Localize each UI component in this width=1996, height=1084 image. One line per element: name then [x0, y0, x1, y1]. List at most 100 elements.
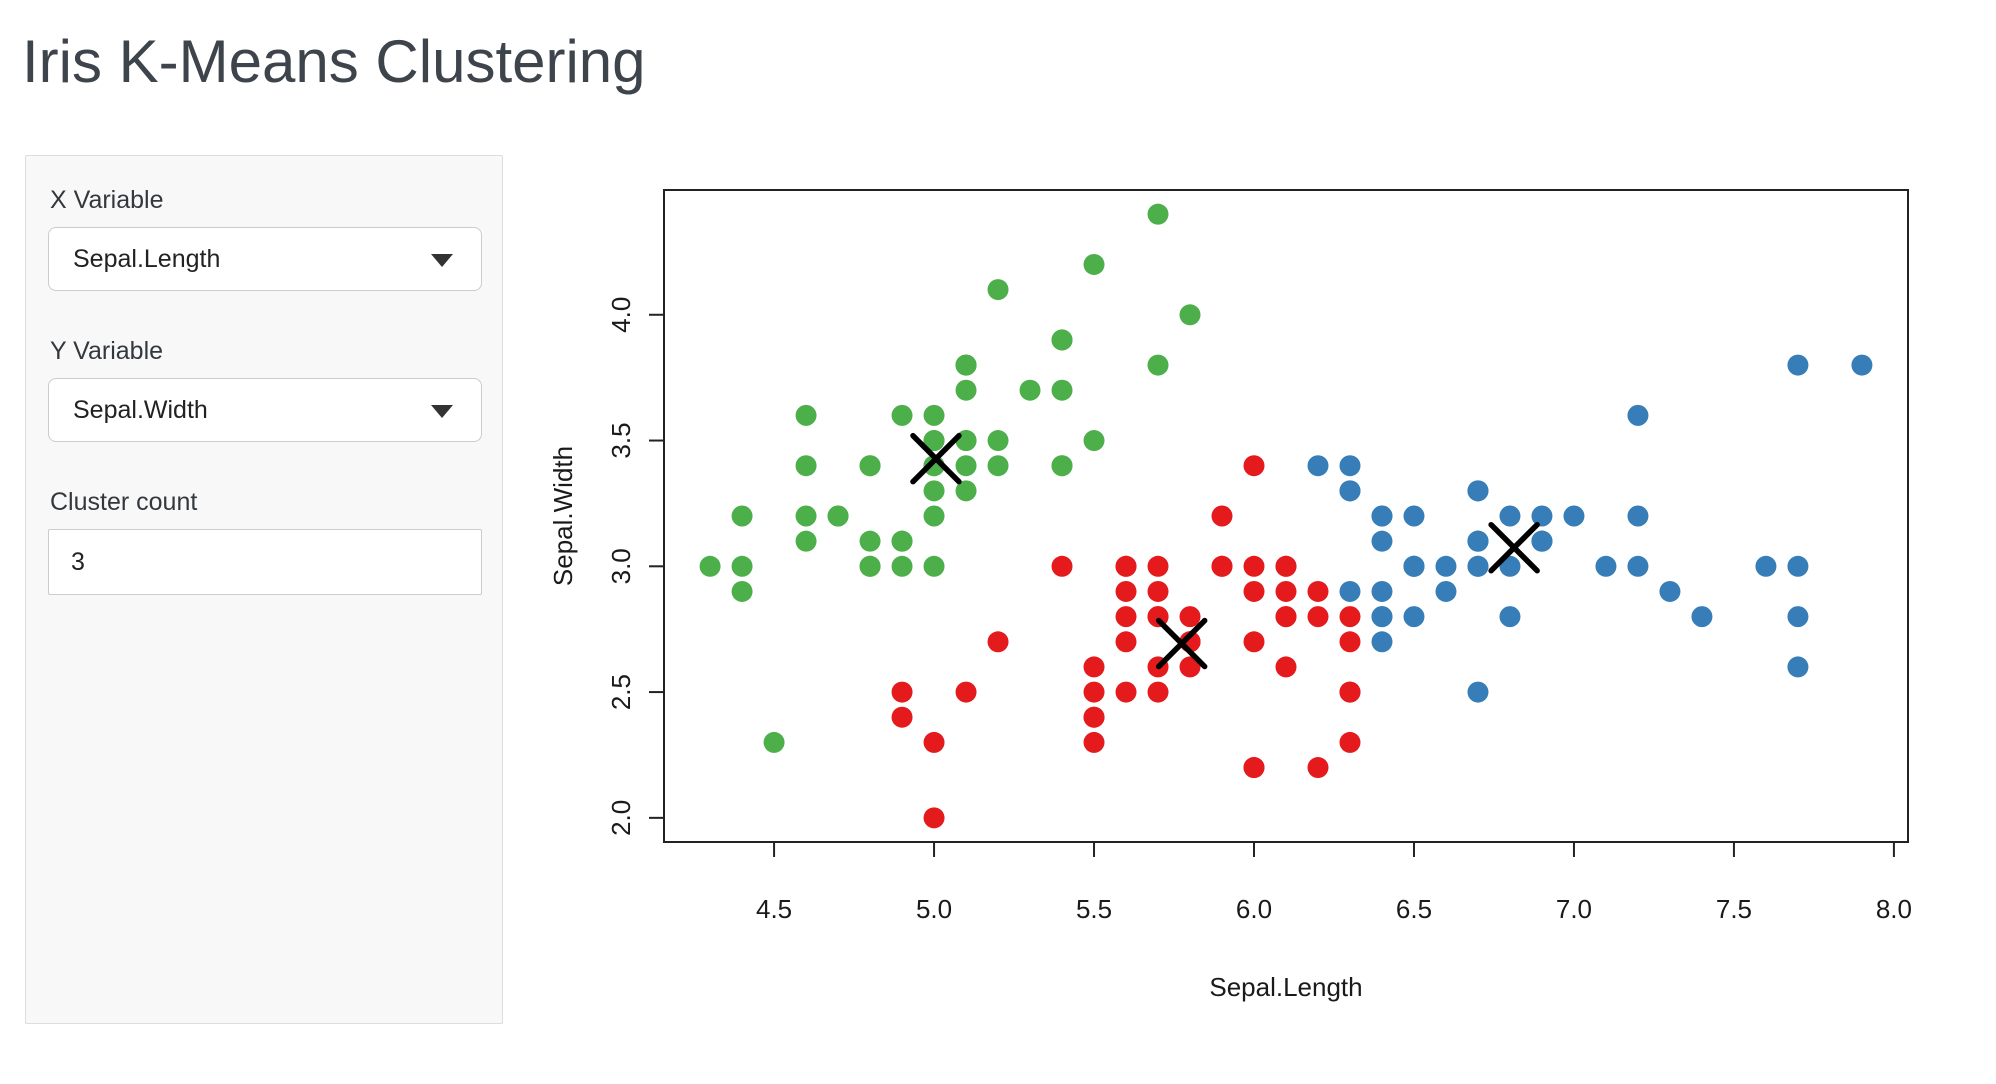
- data-point: [923, 807, 945, 829]
- data-point: [1147, 681, 1169, 703]
- y-variable-selected-value: Sepal.Width: [73, 395, 208, 424]
- data-point: [859, 455, 881, 477]
- data-point: [1787, 656, 1809, 678]
- data-point: [1307, 580, 1329, 602]
- data-point: [1275, 656, 1297, 678]
- data-point: [859, 555, 881, 577]
- data-point: [1403, 555, 1425, 577]
- y-variable-label: Y Variable: [50, 337, 164, 365]
- data-point: [1371, 505, 1393, 527]
- data-point: [1467, 555, 1489, 577]
- data-point: [987, 279, 1009, 301]
- cluster-count-group: Cluster count: [48, 488, 482, 595]
- data-point: [891, 530, 913, 552]
- data-point: [1435, 580, 1457, 602]
- x-axis-title: Sepal.Length: [1209, 972, 1362, 1002]
- data-point: [1339, 455, 1361, 477]
- data-point: [1339, 731, 1361, 753]
- data-point: [1051, 555, 1073, 577]
- data-point: [1339, 681, 1361, 703]
- data-point: [1243, 455, 1265, 477]
- data-point: [1467, 480, 1489, 502]
- data-point: [827, 505, 849, 527]
- y-axis-title: Sepal.Width: [548, 446, 578, 586]
- data-point: [891, 681, 913, 703]
- data-point: [1371, 631, 1393, 653]
- data-point: [1179, 656, 1201, 678]
- cluster-count-label: Cluster count: [50, 488, 198, 516]
- y-variable-select[interactable]: Sepal.Width: [48, 378, 482, 442]
- data-point: [1403, 505, 1425, 527]
- data-point: [763, 731, 785, 753]
- y-tick-label: 2.5: [606, 674, 636, 710]
- data-point: [1339, 606, 1361, 628]
- data-point: [1787, 354, 1809, 376]
- data-point: [1019, 379, 1041, 401]
- data-point: [1371, 530, 1393, 552]
- cluster-count-input[interactable]: [48, 529, 482, 595]
- x-variable-label: X Variable: [50, 186, 164, 214]
- plot-border: [663, 189, 1909, 843]
- x-tick-label: 5.0: [916, 894, 952, 924]
- data-point: [1339, 480, 1361, 502]
- x-tick-label: 7.0: [1556, 894, 1592, 924]
- data-point: [1083, 706, 1105, 728]
- data-point: [795, 505, 817, 527]
- data-point: [1147, 354, 1169, 376]
- data-point: [1787, 555, 1809, 577]
- data-point: [1115, 631, 1137, 653]
- data-point: [1275, 580, 1297, 602]
- data-point: [1339, 631, 1361, 653]
- data-point: [891, 404, 913, 426]
- data-point: [1083, 430, 1105, 452]
- data-point: [955, 455, 977, 477]
- data-point: [731, 555, 753, 577]
- cluster-center-marker: [1155, 617, 1208, 670]
- data-point: [1211, 505, 1233, 527]
- data-point: [1275, 606, 1297, 628]
- data-point: [1595, 555, 1617, 577]
- data-point: [923, 555, 945, 577]
- data-point: [1467, 530, 1489, 552]
- x-variable-select[interactable]: Sepal.Length: [48, 227, 482, 291]
- data-point: [1371, 606, 1393, 628]
- data-point: [1243, 757, 1265, 779]
- data-point: [1243, 631, 1265, 653]
- data-point: [1115, 580, 1137, 602]
- data-point: [1243, 555, 1265, 577]
- data-point: [1403, 606, 1425, 628]
- data-point: [1083, 731, 1105, 753]
- x-tick-label: 4.5: [756, 894, 792, 924]
- x-tick-label: 5.5: [1076, 894, 1112, 924]
- x-variable-group: X Variable Sepal.Length: [48, 186, 482, 291]
- data-point: [1531, 530, 1553, 552]
- x-tick-label: 6.5: [1396, 894, 1432, 924]
- data-point: [1787, 606, 1809, 628]
- data-point: [795, 455, 817, 477]
- y-tick-label: 2.0: [606, 800, 636, 836]
- data-point: [1211, 555, 1233, 577]
- x-tick-label: 6.0: [1236, 894, 1272, 924]
- data-point: [1051, 455, 1073, 477]
- y-tick-label: 4.0: [606, 297, 636, 333]
- data-point: [1115, 606, 1137, 628]
- data-point: [955, 379, 977, 401]
- data-point: [955, 354, 977, 376]
- data-point: [1051, 329, 1073, 351]
- data-point: [1627, 404, 1649, 426]
- data-point: [987, 430, 1009, 452]
- data-point: [1179, 606, 1201, 628]
- data-point: [891, 706, 913, 728]
- data-point: [1243, 580, 1265, 602]
- data-point: [1083, 681, 1105, 703]
- data-point: [1179, 304, 1201, 326]
- data-point: [1307, 455, 1329, 477]
- data-point: [1467, 681, 1489, 703]
- data-point: [1051, 379, 1073, 401]
- data-point: [1659, 580, 1681, 602]
- data-point: [1627, 555, 1649, 577]
- data-point: [891, 555, 913, 577]
- cluster-center-marker: [1488, 521, 1540, 574]
- y-tick-label: 3.5: [606, 422, 636, 458]
